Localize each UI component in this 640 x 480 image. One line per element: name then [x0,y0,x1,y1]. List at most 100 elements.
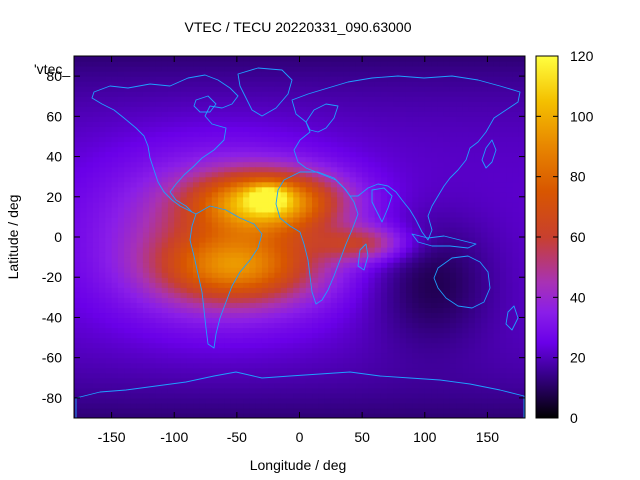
heatmap-cell [218,216,225,223]
heatmap-cell [506,387,514,394]
heatmap-cell [355,81,363,87]
heatmap-cell [149,166,157,173]
heatmap-cell [449,372,457,379]
heatmap-cell [474,282,482,288]
heatmap-cell [405,61,413,67]
heatmap-cell [124,282,131,288]
heatmap-cell [117,76,125,82]
heatmap-cell [193,242,200,248]
heatmap-cell [149,101,157,107]
heatmap-cell [130,302,138,308]
heatmap-cell [393,397,401,404]
heatmap-cell [318,121,326,127]
heatmap-cell [493,126,501,133]
heatmap-cell [180,237,188,243]
heatmap-cell [255,231,263,238]
heatmap-cell [205,141,213,148]
heatmap-cell [368,377,376,384]
heatmap-cell [193,412,200,418]
heatmap-cell [368,297,376,303]
heatmap-cell [330,231,338,238]
heatmap-cell [312,111,319,117]
heatmap-cell [330,262,338,268]
heatmap-cell [80,136,88,143]
heatmap-cell [74,402,81,409]
heatmap-cell [268,307,276,314]
heatmap-cell [481,146,489,153]
heatmap-cell [387,176,395,183]
heatmap-cell [474,116,482,122]
heatmap-cell [418,347,426,354]
heatmap-cell [224,231,232,238]
heatmap-cell [286,166,294,173]
heatmap-cell [130,176,138,183]
heatmap-cell [405,397,413,404]
heatmap-cell [236,402,244,409]
heatmap-cell [205,412,213,418]
heatmap-cell [218,111,225,117]
heatmap-cell [80,61,88,67]
heatmap-cell [474,397,482,404]
heatmap-cell [243,141,250,148]
heatmap-cell [412,237,420,243]
heatmap-cell [305,71,313,77]
heatmap-cell [130,247,138,253]
heatmap-cell [443,277,451,283]
heatmap-cell [155,402,163,409]
heatmap-cell [155,86,163,92]
heatmap-cell [362,302,369,308]
heatmap-cell [343,56,351,62]
heatmap-cell [218,66,225,72]
heatmap-cell [105,267,113,273]
heatmap-cell [437,196,445,203]
heatmap-cell [456,297,463,303]
heatmap-cell [424,372,432,379]
heatmap-cell [449,196,457,203]
heatmap-cell [424,397,432,404]
heatmap-cell [105,392,113,399]
heatmap-cell [349,352,357,359]
heatmap-cell [481,382,489,389]
heatmap-cell [180,96,188,102]
heatmap-cell [174,287,182,293]
heatmap-cell [236,387,244,394]
heatmap-cell [211,206,219,213]
heatmap-cell [380,176,388,183]
heatmap-cell [487,297,495,303]
heatmap-cell [474,287,482,293]
heatmap-cell [136,211,144,218]
heatmap-cell [236,262,244,268]
heatmap-cell [493,221,501,228]
heatmap-cell [205,181,213,188]
heatmap-cell [362,322,369,329]
heatmap-cell [399,367,407,374]
heatmap-cell [418,171,426,178]
heatmap-cell [99,382,106,389]
heatmap-cell [468,287,476,293]
heatmap-cell [368,216,376,223]
heatmap-cell [167,86,175,92]
heatmap-cell [255,357,263,364]
heatmap-cell [105,282,113,288]
heatmap-cell [99,337,106,344]
heatmap-cell [456,196,463,203]
heatmap-cell [293,367,301,374]
heatmap-cell [274,297,282,303]
heatmap-cell [462,327,470,334]
heatmap-cell [124,141,131,148]
heatmap-cell [268,186,276,193]
heatmap-cell [105,387,113,394]
heatmap-cell [230,307,238,314]
heatmap-cell [86,181,94,188]
heatmap-cell [343,272,351,278]
heatmap-cell [149,402,157,409]
heatmap-cell [412,347,420,354]
heatmap-cell [506,402,514,409]
heatmap-cell [111,81,119,87]
heatmap-cell [243,211,250,218]
heatmap-cell [224,407,232,414]
heatmap-cell [199,111,207,117]
heatmap-cell [199,247,207,253]
heatmap-cell [161,146,169,153]
heatmap-cell [456,342,463,349]
